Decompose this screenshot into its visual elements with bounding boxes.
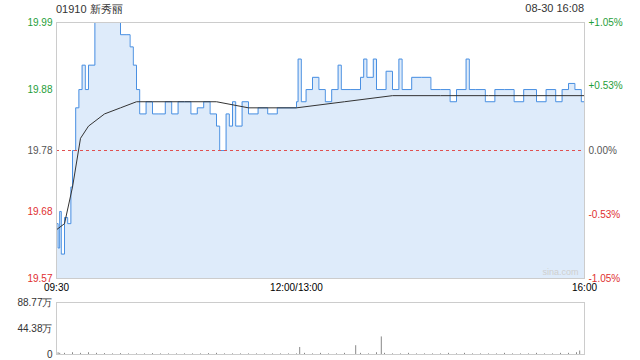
svg-text:12:00/13:00: 12:00/13:00 xyxy=(270,282,323,293)
svg-text:19.57: 19.57 xyxy=(27,272,53,284)
svg-text:16:00: 16:00 xyxy=(572,282,597,293)
svg-text:19.78: 19.78 xyxy=(27,145,52,156)
html-text:01910 新秀丽: 01910 新秀丽 xyxy=(56,3,123,15)
svg-text:0.00%: 0.00% xyxy=(589,145,617,156)
svg-text:+1.05%: +1.05% xyxy=(589,17,623,28)
svg-text:19.68: 19.68 xyxy=(27,206,52,217)
svg-text:0: 0 xyxy=(47,349,53,358)
svg-text:19.88: 19.88 xyxy=(27,84,52,95)
svg-text:-0.53%: -0.53% xyxy=(589,209,621,220)
svg-text:sina.com: sina.com xyxy=(542,267,578,277)
svg-text:+0.53%: +0.53% xyxy=(589,80,623,91)
svg-text:09:30: 09:30 xyxy=(44,282,69,293)
svg-text:19.99: 19.99 xyxy=(27,17,52,28)
svg-text:-1.05%: -1.05% xyxy=(588,272,621,284)
html-text:08-30 16:08: 08-30 16:08 xyxy=(525,2,584,14)
svg-text:44.38万: 44.38万 xyxy=(17,323,52,334)
svg-text:88.77万: 88.77万 xyxy=(17,298,52,308)
